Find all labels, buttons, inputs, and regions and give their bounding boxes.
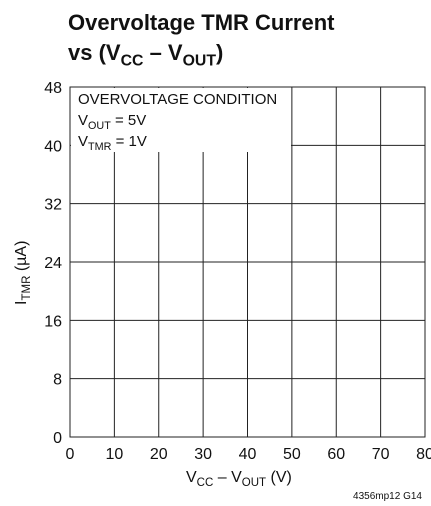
chart-title: Overvoltage TMR Current bbox=[68, 10, 335, 35]
chart-title-part: – V bbox=[143, 40, 182, 65]
chart-title: vs (VCC – VOUT) bbox=[68, 40, 223, 70]
annotation: OVERVOLTAGE CONDITION bbox=[78, 91, 277, 108]
y-axis-label: ITMR (µA) bbox=[13, 241, 33, 305]
y-axis-label-part: TMR bbox=[21, 276, 33, 301]
x-tick-label: 20 bbox=[150, 446, 168, 463]
annotation-background bbox=[71, 88, 291, 152]
y-axis-label-part: I bbox=[13, 301, 30, 305]
x-tick-label: 40 bbox=[239, 446, 257, 463]
plot-frame bbox=[69, 86, 426, 438]
chart-title-part: ) bbox=[216, 40, 223, 65]
y-tick-label: 24 bbox=[44, 255, 62, 272]
x-tick-label: 50 bbox=[283, 446, 301, 463]
chart-title-part: CC bbox=[121, 53, 144, 70]
chart-title-part: vs (V bbox=[68, 40, 121, 65]
annotation-part: V bbox=[78, 133, 88, 150]
annotation: VTMR = 1V bbox=[78, 133, 147, 153]
x-tick-label: 30 bbox=[194, 446, 212, 463]
x-tick-label: 0 bbox=[66, 446, 75, 463]
annotation-part: OVERVOLTAGE CONDITION bbox=[78, 91, 277, 108]
chart-title-part: OUT bbox=[183, 53, 217, 70]
y-tick-label: 48 bbox=[44, 80, 62, 97]
footnote: 4356mp12 G14 bbox=[353, 491, 422, 502]
x-axis-label-part: OUT bbox=[242, 477, 266, 489]
annotation: VOUT = 5V bbox=[78, 112, 146, 132]
chart-title-part: Overvoltage TMR Current bbox=[68, 10, 335, 35]
x-axis-label-part: – V bbox=[213, 469, 242, 486]
x-tick-label: 70 bbox=[372, 446, 390, 463]
y-tick-label: 0 bbox=[53, 430, 62, 447]
annotation-part: V bbox=[78, 112, 88, 129]
annotation-part: = 1V bbox=[111, 133, 146, 150]
x-tick-label: 10 bbox=[105, 446, 123, 463]
annotation-part: OUT bbox=[88, 120, 111, 132]
x-axis-label-part: (V) bbox=[266, 469, 292, 486]
x-axis-label-part: CC bbox=[197, 477, 214, 489]
y-tick-label: 16 bbox=[44, 313, 62, 330]
y-tick-label: 8 bbox=[53, 372, 62, 389]
annotation-part: TMR bbox=[88, 141, 112, 153]
x-axis-label-part: V bbox=[186, 469, 197, 486]
x-axis-label: VCC – VOUT (V) bbox=[186, 469, 292, 489]
x-tick-label: 80 bbox=[416, 446, 431, 463]
annotation-part: = 5V bbox=[111, 112, 146, 129]
x-tick-label: 60 bbox=[327, 446, 345, 463]
y-axis-label-part: (µA) bbox=[13, 241, 30, 276]
y-tick-label: 40 bbox=[44, 138, 62, 155]
y-tick-label: 32 bbox=[44, 197, 62, 214]
